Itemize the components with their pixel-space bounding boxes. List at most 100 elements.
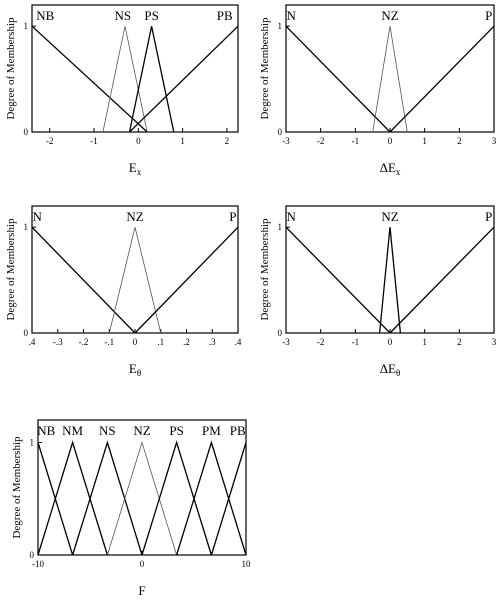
- x-axis-label-subscript: x: [137, 167, 142, 177]
- x-tick-label: -2: [317, 136, 325, 146]
- membership-pm: [175, 440, 247, 556]
- membership-n: [285, 25, 391, 133]
- membership-chart-1: -2 -1 0 1 2 0 1 NB NS PS PB Degree of Membership Ex: [5, 4, 239, 177]
- membership-ps: [141, 440, 213, 556]
- plot-frame: [285, 4, 495, 133]
- set-label-nz: NZ: [126, 209, 143, 224]
- x-tick-label: 3: [492, 136, 497, 146]
- x-tick-label: -.2: [79, 337, 89, 347]
- x-tick-label: 0: [388, 136, 393, 146]
- set-label-ps: PS: [169, 423, 183, 438]
- x-tick-label: -2: [317, 337, 325, 347]
- x-axis-label-subscript: θ: [137, 368, 141, 378]
- x-tick-label: 10: [242, 559, 252, 569]
- x-tick-label: -10: [32, 559, 44, 569]
- set-label-pb: PB: [230, 423, 246, 438]
- x-axis-label: Eθ: [129, 361, 141, 378]
- set-label-nz: NZ: [133, 423, 150, 438]
- plot-frame: [31, 205, 239, 334]
- x-axis-label-main: F: [138, 583, 145, 598]
- set-label-ps: PS: [144, 8, 158, 23]
- x-tick-label: 1: [422, 136, 427, 146]
- y-axis-label: Degree of Membership: [5, 218, 17, 321]
- set-label-p: P: [229, 209, 236, 224]
- x-tick-label: .4: [29, 337, 36, 347]
- x-tick-label: .4: [235, 337, 242, 347]
- membership-nz: [378, 227, 402, 334]
- x-tick-label: 1: [422, 337, 427, 347]
- set-label-pm: PM: [202, 423, 221, 438]
- x-tick-label: -.1: [104, 337, 114, 347]
- membership-p: [389, 25, 495, 133]
- x-axis-label-main: E: [129, 160, 137, 175]
- x-axis-label-subscript: θ: [396, 368, 400, 378]
- membership-n: [31, 226, 136, 334]
- set-label-nz: NZ: [381, 8, 398, 23]
- x-axis-label-main: ΔE: [380, 361, 396, 376]
- plot-frame: [37, 419, 247, 556]
- membership-ns: [71, 440, 143, 556]
- set-label-nm: NM: [62, 423, 83, 438]
- x-tick-label: -1: [352, 136, 360, 146]
- membership-nz: [372, 26, 408, 133]
- x-tick-label: 0: [133, 337, 138, 347]
- x-tick-label: -.3: [53, 337, 63, 347]
- x-axis-label-main: ΔE: [380, 160, 396, 175]
- x-tick-label: -1: [90, 136, 98, 146]
- plot-frame: [31, 4, 239, 133]
- set-label-pb: PB: [217, 8, 233, 23]
- y-tick-label: 0: [278, 127, 283, 137]
- x-tick-label: .1: [157, 337, 164, 347]
- x-tick-label: 1: [180, 136, 185, 146]
- y-tick-label: 0: [24, 328, 29, 338]
- x-tick-label: .3: [209, 337, 216, 347]
- membership-p: [134, 226, 239, 334]
- y-axis-label: Degree of Membership: [259, 218, 271, 321]
- y-tick-label: 1: [24, 21, 29, 31]
- x-axis-label: ΔEx: [380, 160, 401, 177]
- set-label-nz: NZ: [381, 209, 398, 224]
- x-tick-label: -1: [352, 337, 360, 347]
- y-tick-label: 1: [30, 438, 35, 448]
- x-tick-label: 2: [457, 136, 462, 146]
- x-tick-label: 2: [457, 337, 462, 347]
- membership-nb: [31, 25, 148, 133]
- y-tick-label: 0: [24, 127, 29, 137]
- membership-nz: [108, 227, 162, 334]
- membership-pb: [129, 25, 239, 133]
- plot-frame: [285, 205, 495, 334]
- set-label-p: P: [485, 209, 492, 224]
- set-label-ns: NS: [99, 423, 116, 438]
- x-tick-label: 0: [388, 337, 393, 347]
- set-label-ns: NS: [115, 8, 132, 23]
- y-axis-label: Degree of Membership: [5, 17, 17, 120]
- y-tick-label: 1: [24, 222, 29, 232]
- membership-nz: [107, 441, 177, 556]
- x-axis-label: Ex: [129, 160, 142, 177]
- set-label-n: N: [287, 8, 297, 23]
- set-label-nb: NB: [37, 423, 55, 438]
- x-tick-label: 0: [140, 559, 145, 569]
- membership-p: [389, 226, 495, 334]
- set-label-p: P: [485, 8, 492, 23]
- x-axis-label-subscript: x: [396, 167, 401, 177]
- x-tick-label: 3: [492, 337, 497, 347]
- x-axis-label: F: [138, 583, 145, 598]
- y-tick-label: 1: [278, 222, 283, 232]
- y-tick-label: 0: [30, 550, 35, 560]
- set-label-nb: NB: [36, 8, 54, 23]
- y-tick-label: 0: [278, 328, 283, 338]
- x-tick-label: -2: [46, 136, 54, 146]
- set-label-n: N: [32, 209, 42, 224]
- y-axis-label: Degree of Membership: [11, 436, 23, 539]
- x-tick-label: .2: [183, 337, 190, 347]
- x-axis-label-main: E: [129, 361, 137, 376]
- membership-ns: [102, 26, 148, 133]
- membership-nm: [37, 440, 109, 556]
- membership-n: [285, 226, 391, 334]
